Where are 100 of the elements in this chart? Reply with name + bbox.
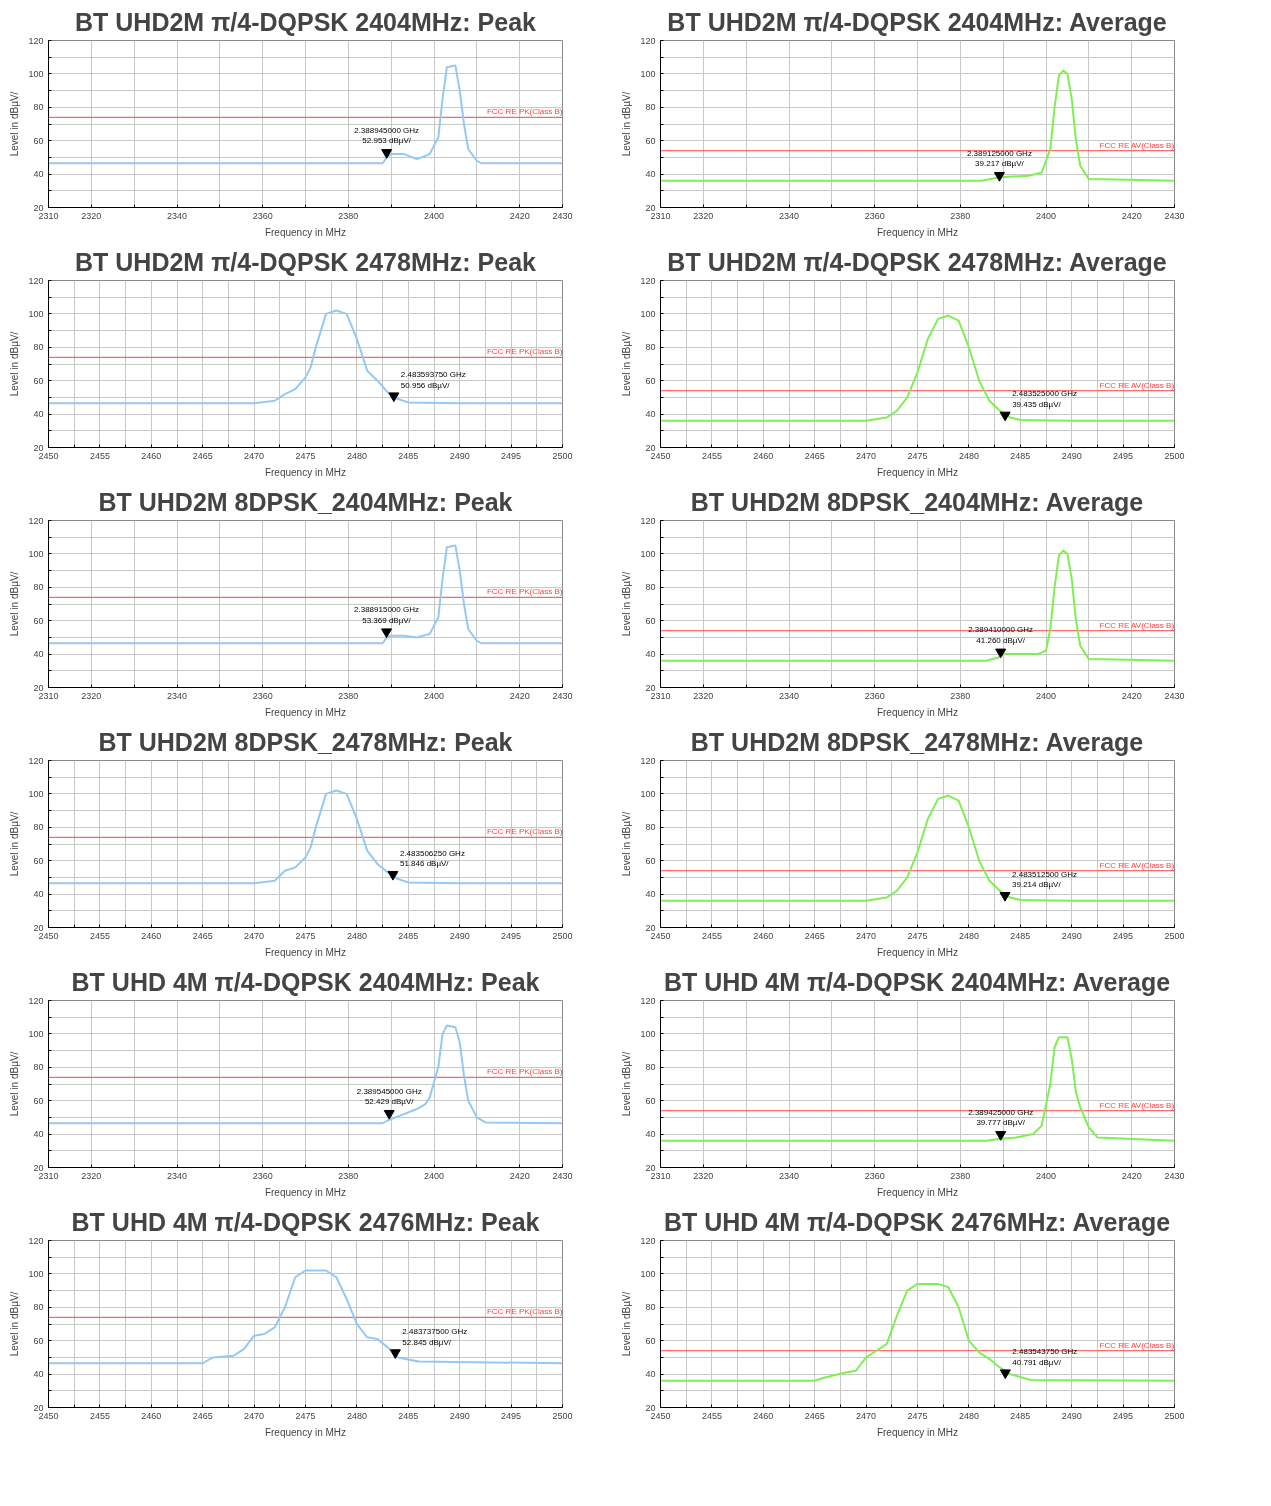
- x-tick-label: 2485: [1010, 930, 1031, 941]
- x-tick-label: 2340: [778, 210, 800, 221]
- x-tick-label: 2450: [650, 1410, 671, 1421]
- annotation: 2.388915000 GHz 53.369 dBµV/: [354, 604, 419, 625]
- annotation: 2.483525000 GHz 39.435 dBµV/: [1012, 389, 1078, 410]
- x-tick-label: 2460: [753, 1410, 774, 1421]
- x-tick-label: 2420: [1121, 1170, 1142, 1181]
- x-tick-label: 2400: [1035, 690, 1057, 701]
- x-tick-label: 2495: [1113, 930, 1134, 941]
- y-tick-label: 80: [645, 1062, 656, 1073]
- x-tick-label: 2360: [252, 210, 273, 221]
- y-tick-label: 80: [33, 342, 44, 353]
- y-tick-label: 120: [640, 275, 656, 286]
- x-tick-label: 2430: [552, 690, 573, 701]
- x-tick-label: 2455: [701, 930, 722, 941]
- y-tick-label: 80: [645, 822, 656, 833]
- x-tick-label: 2380: [950, 210, 971, 221]
- x-tick-label: 2480: [346, 1410, 367, 1421]
- y-tick-label: 100: [28, 548, 44, 559]
- x-tick-label: 2455: [89, 930, 110, 941]
- x-tick-label: 2380: [338, 1170, 359, 1181]
- y-tick-label: 20: [645, 682, 656, 693]
- annotation: 2.483506250 GHz 51.846 dBµV/: [399, 848, 465, 869]
- x-tick-label: 2485: [398, 450, 419, 461]
- x-tick-label: 2480: [958, 1410, 979, 1421]
- y-tick-label: 100: [640, 548, 656, 559]
- ref-line-label: FCC RE AV(Class B): [1099, 620, 1175, 630]
- y-tick-label: 20: [33, 1402, 44, 1413]
- y-axis-title: Level in dBµV/: [621, 331, 633, 397]
- x-tick-label: 2495: [501, 1410, 522, 1421]
- x-tick-label: 2430: [1164, 210, 1185, 221]
- ref-line-label: FCC RE PK(Class B): [486, 1307, 563, 1317]
- y-axis-title: Level in dBµV/: [9, 91, 21, 157]
- ref-line-label: FCC RE AV(Class B): [1099, 1100, 1175, 1110]
- x-tick-label: 2320: [81, 210, 102, 221]
- x-tick-label: 2380: [950, 690, 971, 701]
- x-tick-label: 2420: [509, 210, 530, 221]
- y-tick-label: 20: [33, 442, 44, 453]
- ref-line-label: FCC RE PK(Class B): [486, 347, 563, 357]
- x-tick-label: 2495: [501, 450, 522, 461]
- y-tick-label: 100: [640, 68, 656, 79]
- y-tick-label: 120: [640, 1235, 656, 1246]
- x-axis-title: Frequency in MHz: [264, 946, 347, 958]
- x-tick-label: 2500: [1164, 450, 1185, 461]
- y-axis-title: Level in dBµV/: [9, 571, 21, 637]
- ref-line-label: FCC RE PK(Class B): [486, 107, 563, 117]
- x-tick-label: 2480: [958, 450, 979, 461]
- x-tick-label: 2465: [804, 1410, 825, 1421]
- y-tick-label: 20: [33, 202, 44, 213]
- x-tick-label: 2475: [907, 450, 928, 461]
- annotation: 2.483737500 GHz 52.845 dBµV/: [402, 1326, 468, 1347]
- x-tick-label: 2380: [338, 210, 359, 221]
- chart-title: BT UHD2M π/4-DQPSK 2404MHz: Peak: [75, 7, 537, 36]
- y-axis-title: Level in dBµV/: [9, 811, 21, 877]
- y-tick-label: 80: [645, 342, 656, 353]
- x-tick-label: 2485: [398, 930, 419, 941]
- x-tick-label: 2485: [398, 1410, 419, 1421]
- ref-line-label: FCC RE AV(Class B): [1099, 380, 1175, 390]
- y-tick-label: 60: [645, 375, 656, 386]
- x-tick-label: 2340: [778, 1170, 800, 1181]
- x-tick-label: 2430: [1164, 1170, 1185, 1181]
- y-tick-label: 120: [640, 35, 656, 46]
- x-tick-label: 2500: [1164, 1410, 1185, 1421]
- annotation: 2.389545000 GHz 52.429 dBµV/: [356, 1086, 422, 1107]
- y-tick-label: 20: [33, 682, 44, 693]
- x-tick-label: 2420: [1121, 690, 1142, 701]
- x-tick-label: 2320: [693, 690, 714, 701]
- x-tick-label: 2400: [1035, 1170, 1057, 1181]
- y-axis-title: Level in dBµV/: [9, 1051, 21, 1117]
- ref-line-label: FCC RE PK(Class B): [486, 1067, 563, 1077]
- ref-line-label: FCC RE AV(Class B): [1099, 860, 1175, 870]
- x-tick-label: 2400: [423, 1170, 445, 1181]
- x-tick-label: 2340: [166, 690, 188, 701]
- y-tick-label: 60: [33, 615, 44, 626]
- chart-title: BT UHD 4M π/4-DQPSK 2476MHz: Average: [663, 1207, 1171, 1236]
- ref-line-label: FCC RE AV(Class B): [1099, 140, 1175, 150]
- x-tick-label: 2480: [958, 930, 979, 941]
- x-tick-label: 2360: [864, 1170, 885, 1181]
- x-tick-label: 2450: [650, 450, 671, 461]
- x-tick-label: 2500: [552, 1410, 573, 1421]
- y-tick-label: 100: [28, 68, 44, 79]
- y-tick-label: 100: [28, 1028, 44, 1039]
- x-axis-title: Frequency in MHz: [876, 1426, 959, 1438]
- ref-line-label: FCC RE PK(Class B): [486, 587, 563, 597]
- x-tick-label: 2475: [295, 1410, 316, 1421]
- x-tick-label: 2400: [423, 690, 445, 701]
- y-tick-label: 40: [33, 169, 44, 180]
- y-tick-label: 80: [33, 822, 44, 833]
- y-axis-title: Level in dBµV/: [621, 811, 633, 877]
- x-tick-label: 2320: [81, 690, 102, 701]
- y-tick-label: 100: [640, 788, 656, 799]
- y-tick-label: 40: [645, 649, 656, 660]
- x-tick-label: 2310: [650, 210, 671, 221]
- y-tick-label: 40: [33, 1369, 44, 1380]
- annotation: 2.483593750 GHz 50.956 dBµV/: [400, 370, 466, 390]
- x-tick-label: 2450: [38, 1410, 59, 1421]
- x-axis-title: Frequency in MHz: [264, 226, 347, 238]
- chart-title: BT UHD2M 8DPSK_2404MHz: Peak: [98, 487, 513, 516]
- x-tick-label: 2495: [1113, 450, 1134, 461]
- y-tick-label: 80: [645, 582, 656, 593]
